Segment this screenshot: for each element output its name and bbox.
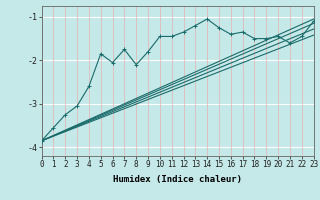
X-axis label: Humidex (Indice chaleur): Humidex (Indice chaleur) — [113, 175, 242, 184]
